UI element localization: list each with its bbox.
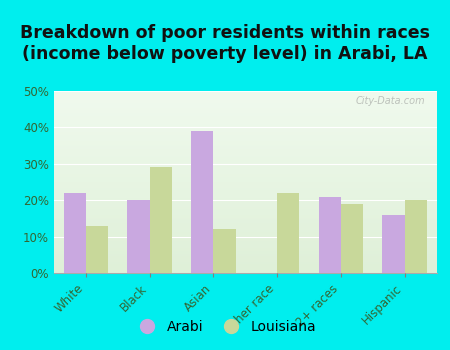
Bar [86, 226, 108, 273]
Bar [149, 167, 172, 273]
Bar [341, 204, 363, 273]
Bar [127, 200, 149, 273]
Bar [405, 200, 427, 273]
Bar [382, 215, 405, 273]
Legend: Arabi, Louisiana: Arabi, Louisiana [128, 314, 322, 340]
Text: City-Data.com: City-Data.com [356, 97, 425, 106]
Bar [191, 131, 213, 273]
Text: Breakdown of poor residents within races
(income below poverty level) in Arabi, : Breakdown of poor residents within races… [20, 25, 430, 63]
Bar [319, 197, 341, 273]
Bar [277, 193, 299, 273]
Bar [213, 229, 236, 273]
Bar [63, 193, 86, 273]
